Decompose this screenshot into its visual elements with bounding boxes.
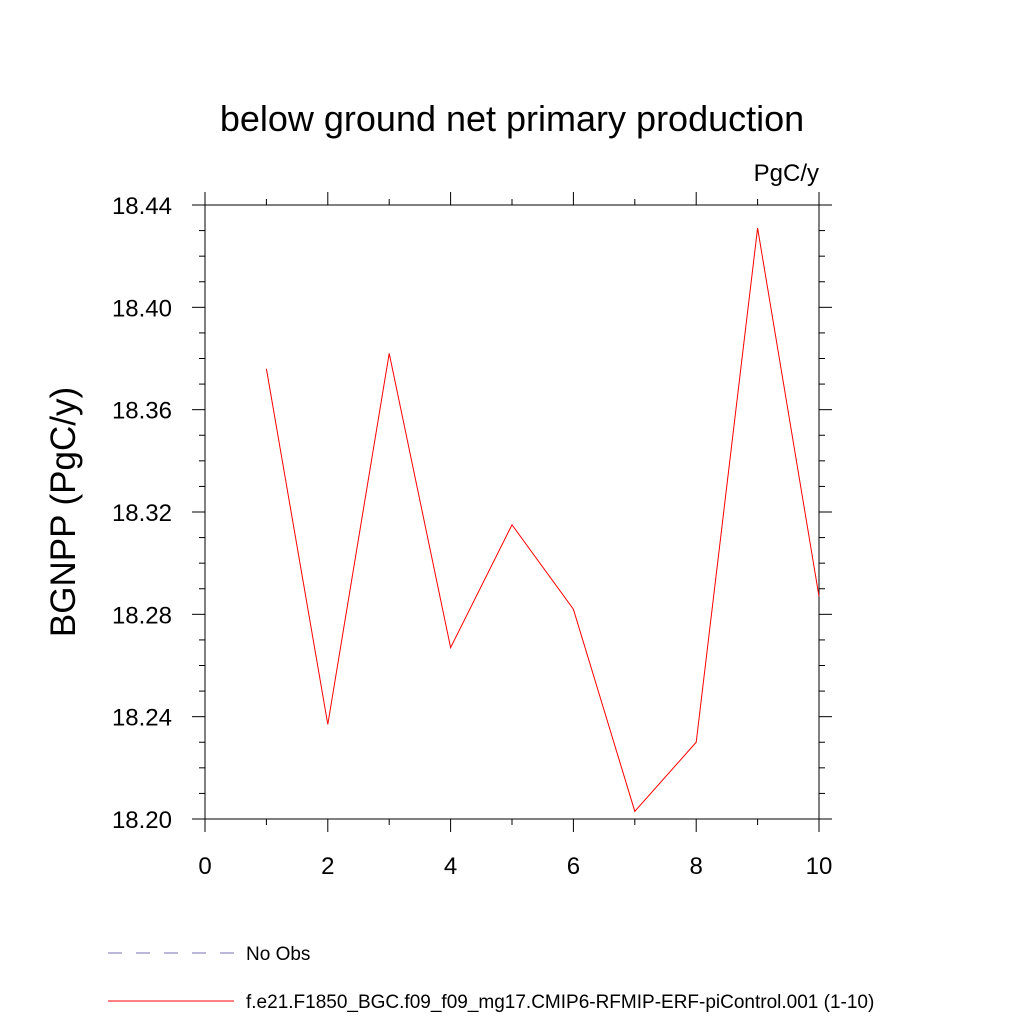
y-tick-label: 18.24 bbox=[112, 705, 172, 732]
x-tick-label: 8 bbox=[690, 853, 703, 880]
x-tick-label: 4 bbox=[444, 853, 457, 880]
units-label: PgC/y bbox=[754, 160, 819, 187]
y-tick-label: 18.36 bbox=[112, 398, 172, 425]
y-axis-title: BGNPP (PgC/y) bbox=[44, 387, 83, 637]
y-tick-label: 18.40 bbox=[112, 295, 172, 322]
data-series bbox=[265, 227, 820, 813]
x-tick-label: 0 bbox=[198, 853, 211, 880]
legend-label: No Obs bbox=[246, 944, 310, 965]
y-tick-label: 18.20 bbox=[112, 807, 172, 834]
legend: No Obs f.e21.F1850_BGC.f09_f09_mg17.CMIP6… bbox=[108, 944, 874, 1013]
x-tick-label: 6 bbox=[567, 853, 580, 880]
axis-tick-labels: 0 2 4 6 8 10 18.20 18.24 18.28 18.32 18.36 18.40 18.… bbox=[112, 193, 832, 880]
series-line bbox=[265, 227, 820, 813]
legend-label: f.e21.F1850_BGC.f09_f09_mg17.CMIP6-RFMIP… bbox=[246, 992, 874, 1013]
y-tick-label: 18.32 bbox=[112, 500, 172, 527]
y-tick-label: 18.44 bbox=[112, 193, 172, 220]
y-tick-label: 18.28 bbox=[112, 602, 172, 629]
chart-title: below ground net primary production bbox=[220, 98, 804, 139]
plot-frame bbox=[204, 204, 820, 820]
axis-ticks bbox=[192, 192, 832, 832]
x-tick-label: 2 bbox=[321, 853, 334, 880]
x-tick-label: 10 bbox=[806, 853, 833, 880]
